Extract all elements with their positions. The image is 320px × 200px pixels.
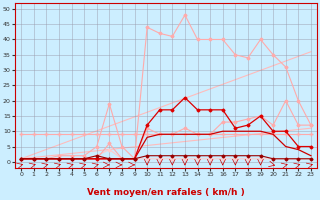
X-axis label: Vent moyen/en rafales ( km/h ): Vent moyen/en rafales ( km/h ) bbox=[87, 188, 245, 197]
